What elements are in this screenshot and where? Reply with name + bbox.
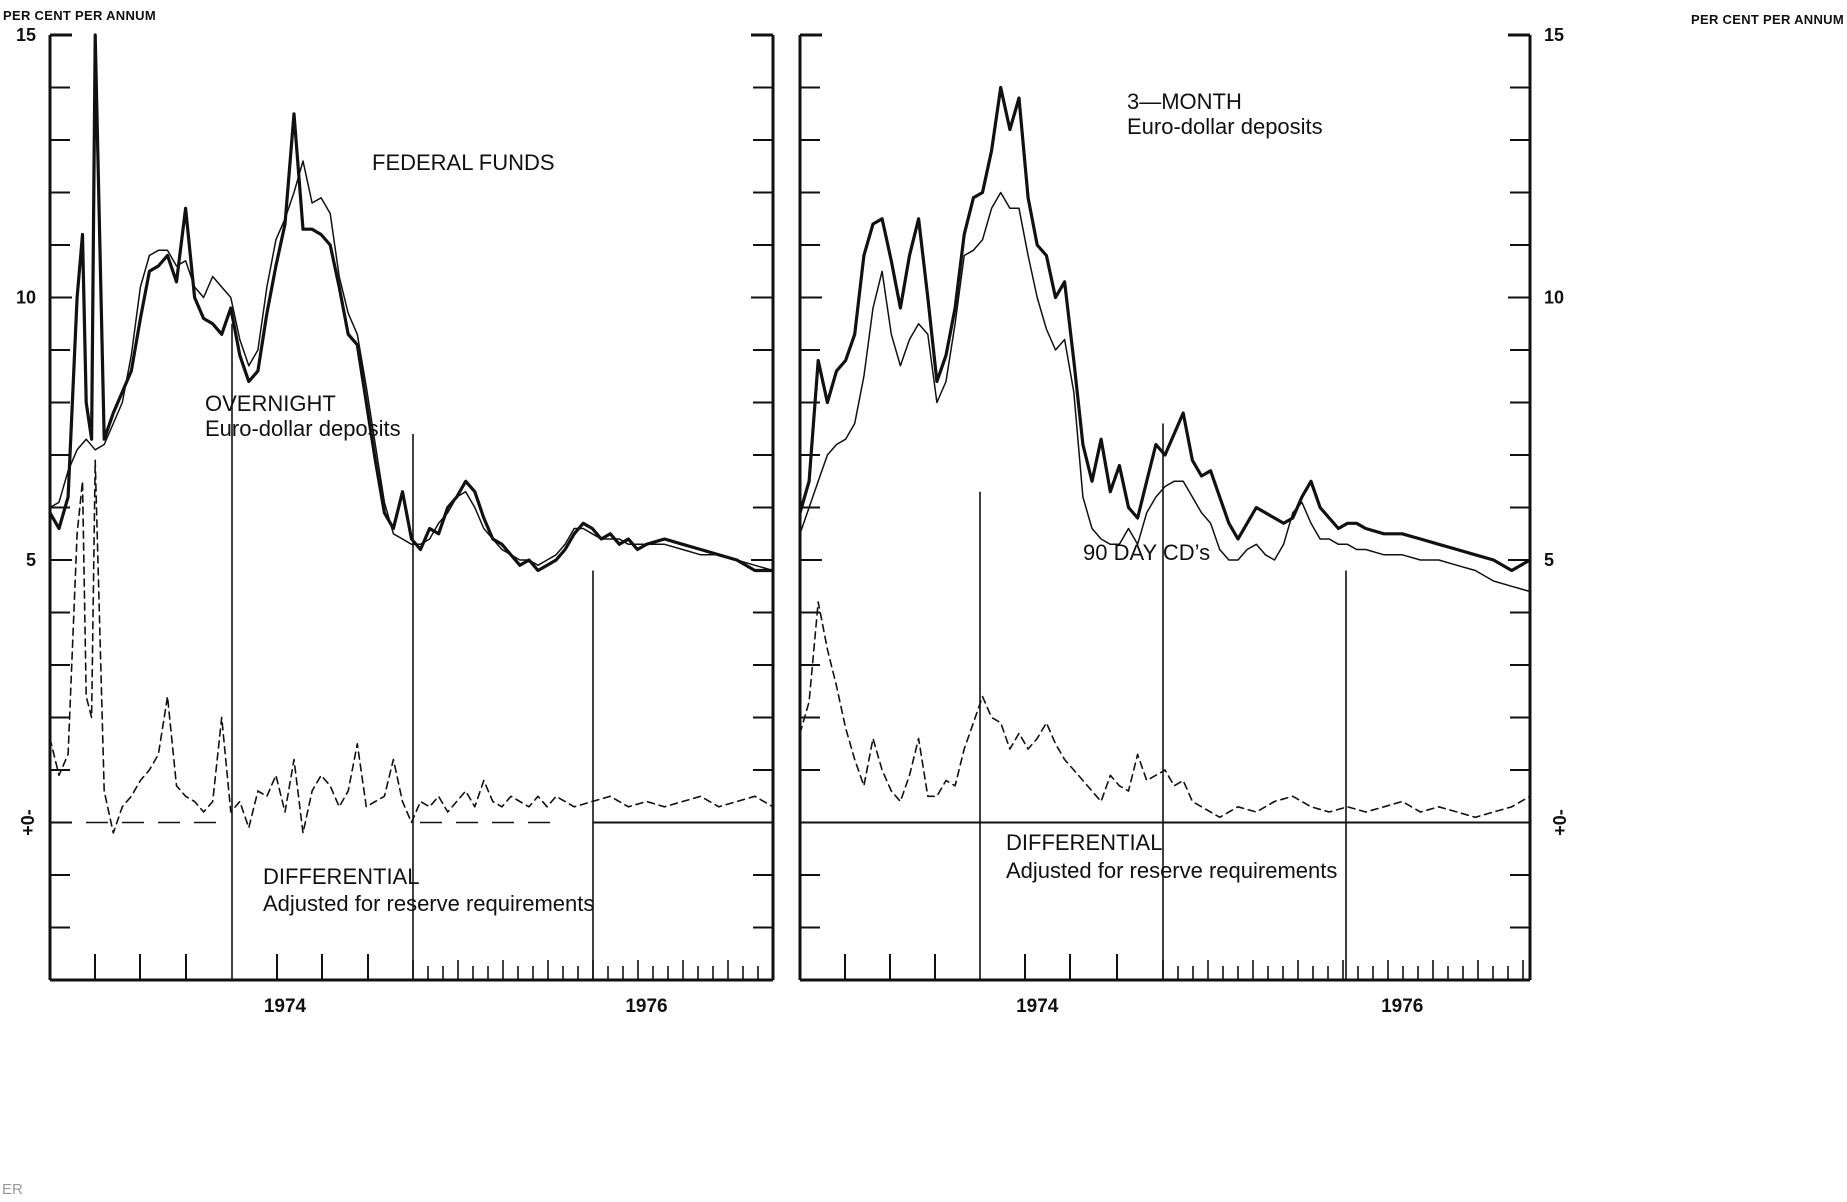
zero-tick-label: +0- — [18, 809, 38, 836]
unit-label: PER CENT PER ANNUM — [3, 8, 156, 23]
chart-annotation: Adjusted for reserve requirements — [263, 891, 594, 916]
chart-annotation: 3—MONTH — [1127, 89, 1242, 114]
y-tick-label: 15 — [1544, 25, 1564, 45]
x-tick-label: 1976 — [1381, 996, 1423, 1017]
unit-label: PER CENT PER ANNUM — [1691, 12, 1844, 27]
series-line-thick — [48, 33, 775, 573]
y-tick-label: 10 — [1544, 288, 1564, 308]
chart-annotation: DIFFERENTIAL — [263, 864, 419, 889]
series-line-dashed — [49, 459, 774, 834]
series-line-dashed — [799, 601, 1531, 819]
series-line-thin — [799, 191, 1531, 593]
y-tick-label: 15 — [16, 25, 36, 45]
chart-annotation: Euro-dollar deposits — [1127, 114, 1323, 139]
x-tick-label: 1976 — [625, 996, 667, 1017]
y-tick-label: 5 — [1544, 550, 1554, 570]
series-line-thin — [49, 160, 774, 572]
chart-annotation: 90 DAY CD’s — [1083, 540, 1210, 565]
chart-annotation: FEDERAL FUNDS — [372, 150, 555, 175]
y-tick-label: 5 — [26, 550, 36, 570]
zero-tick-label: +0- — [1550, 809, 1570, 836]
chart-annotation: Adjusted for reserve requirements — [1006, 858, 1337, 883]
y-tick-label: 10 — [16, 288, 36, 308]
chart-annotation: OVERNIGHT — [205, 391, 336, 416]
series-line-thick — [798, 85, 1532, 573]
x-tick-label: 1974 — [264, 996, 307, 1017]
x-tick-label: 1974 — [1016, 996, 1059, 1017]
chart-annotation: DIFFERENTIAL — [1006, 830, 1162, 855]
stray-text: ER — [2, 1181, 23, 1197]
